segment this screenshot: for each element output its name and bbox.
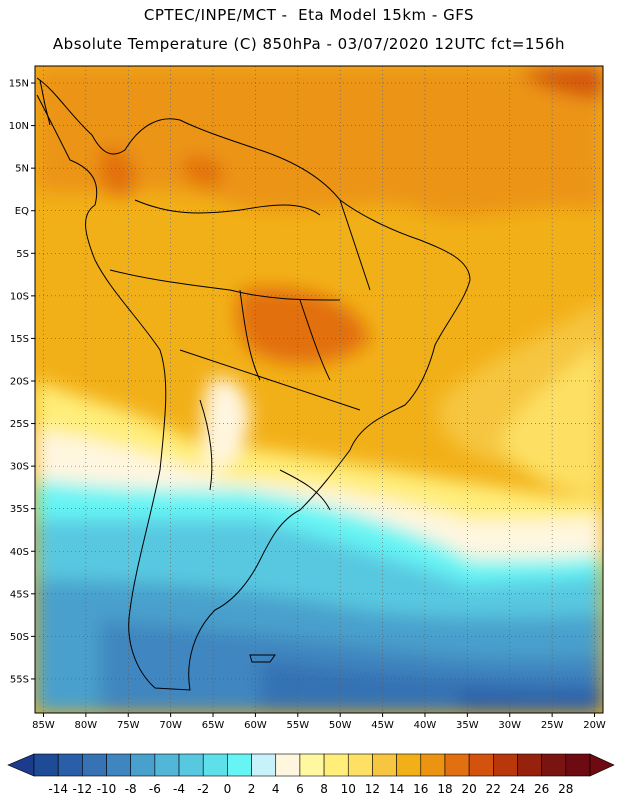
colorbar-label: 4: [272, 782, 280, 796]
colorbar-box: [468, 753, 494, 777]
lat-tick-label: 40S: [10, 547, 29, 558]
map-frame: [34, 65, 604, 714]
colorbar-box: [541, 753, 567, 777]
coastlines: [36, 77, 471, 691]
chart-subtitle: Absolute Temperature (C) 850hPa - 03/07/…: [52, 35, 566, 53]
colorbar-label: -8: [125, 782, 137, 796]
colorbar-label: 14: [389, 782, 404, 796]
lon-tick-label: 30W: [498, 720, 521, 731]
lon-tick-label: 85W: [32, 720, 55, 731]
lat-tick-label: 50S: [10, 632, 29, 643]
colorbar-box: [82, 753, 107, 777]
lon-tick-label: 50W: [329, 720, 352, 731]
colorbar-box: [275, 753, 301, 777]
lat-tick-label: 5S: [16, 249, 29, 260]
colorbar-box: [57, 753, 83, 777]
lon-tick-label: 75W: [117, 720, 140, 731]
colorbar-label: 16: [413, 782, 428, 796]
lon-tick-label: 45W: [371, 720, 394, 731]
lat-tick-label: 45S: [10, 589, 29, 600]
lat-tick-label: 5N: [15, 164, 29, 175]
colorbar-label: -10: [97, 782, 117, 796]
colorbar-label: 24: [510, 782, 525, 796]
lon-tick-label: 20W: [583, 720, 606, 731]
lon-tick-label: 40W: [414, 720, 437, 731]
lon-tick-label: 80W: [75, 720, 98, 731]
colorbar-under-arrow: [7, 753, 35, 777]
colorbar-box: [251, 753, 277, 777]
colorbar-label: 6: [296, 782, 304, 796]
colorbar-labels: -14 -12 -10 -8 -6 -4 -2 0 2 4 6 8 10 12 14 16 18 20 22 24 26…: [48, 782, 573, 796]
colorbar-label: 20: [461, 782, 476, 796]
longitude-labels: 85W 80W 75W 70W 65W 60W 55W 50W 45W 40W 35W 30W 25W 2…: [32, 713, 606, 731]
colorbar-label: -4: [173, 782, 185, 796]
colorbar: -14 -12 -10 -8 -6 -4 -2 0 2 4 6 8 10 12 14 16 18 20 22 24 26…: [7, 753, 615, 796]
colorbar-label: 22: [486, 782, 501, 796]
colorbar-label: 26: [534, 782, 549, 796]
lat-tick-label: 15S: [10, 334, 29, 345]
colorbar-box: [106, 753, 131, 777]
temperature-map: 15N 10N 5N EQ 5S 10S 15S 20S 25S 30S 35S 40S 45S 50S 5…: [9, 65, 606, 731]
colorbar-box: [347, 753, 373, 777]
colorbar-box: [323, 753, 349, 777]
chart-title: CPTEC/INPE/MCT - Eta Model 15km - GFS: [143, 6, 475, 24]
colorbar-label: -6: [149, 782, 161, 796]
colorbar-box: [130, 753, 156, 777]
colorbar-box: [299, 753, 325, 777]
colorbar-over-arrow: [589, 753, 615, 777]
colorbar-label: 2: [248, 782, 256, 796]
lon-tick-label: 55W: [286, 720, 309, 731]
colorbar-label: 28: [558, 782, 573, 796]
colorbar-label: 18: [437, 782, 452, 796]
lon-tick-label: 65W: [202, 720, 225, 731]
lat-tick-label: 55S: [10, 674, 29, 685]
colorbar-label: 8: [320, 782, 328, 796]
lat-tick-label: 15N: [9, 79, 29, 90]
lat-tick-label: 35S: [10, 504, 29, 515]
colorbar-box: [33, 753, 59, 777]
colorbar-box: [420, 753, 446, 777]
lon-tick-label: 25W: [541, 720, 564, 731]
lat-tick-label: 10N: [9, 121, 29, 132]
lon-tick-label: 70W: [159, 720, 182, 731]
colorbar-box: [154, 753, 180, 777]
latitude-labels: 15N 10N 5N EQ 5S 10S 15S 20S 25S 30S 35S 40S 45S 50S 5…: [9, 79, 35, 685]
colorbar-label: -14: [48, 782, 68, 796]
lat-tick-label: 10S: [10, 291, 29, 302]
colorbar-label: -12: [73, 782, 93, 796]
colorbar-box: [517, 753, 542, 777]
temperature-field: [35, 66, 603, 713]
colorbar-box: [202, 753, 228, 777]
colorbar-boxes: [7, 753, 615, 777]
colorbar-label: 0: [224, 782, 232, 796]
colorbar-box: [372, 753, 397, 777]
colorbar-box: [493, 753, 518, 777]
colorbar-label: -2: [197, 782, 209, 796]
lon-tick-label: 60W: [244, 720, 267, 731]
colorbar-box: [396, 753, 422, 777]
colorbar-box: [227, 753, 252, 777]
lat-tick-label: 30S: [10, 462, 29, 473]
lat-tick-label: 20S: [10, 376, 29, 387]
colorbar-label: 10: [341, 782, 356, 796]
colorbar-box: [178, 753, 204, 777]
lat-tick-label: 25S: [10, 419, 29, 430]
lat-tick-label: EQ: [15, 206, 29, 217]
colorbar-label: 12: [365, 782, 380, 796]
colorbar-box: [444, 753, 470, 777]
graticule: [35, 66, 603, 713]
lon-tick-label: 35W: [456, 720, 479, 731]
colorbar-box: [565, 753, 591, 777]
